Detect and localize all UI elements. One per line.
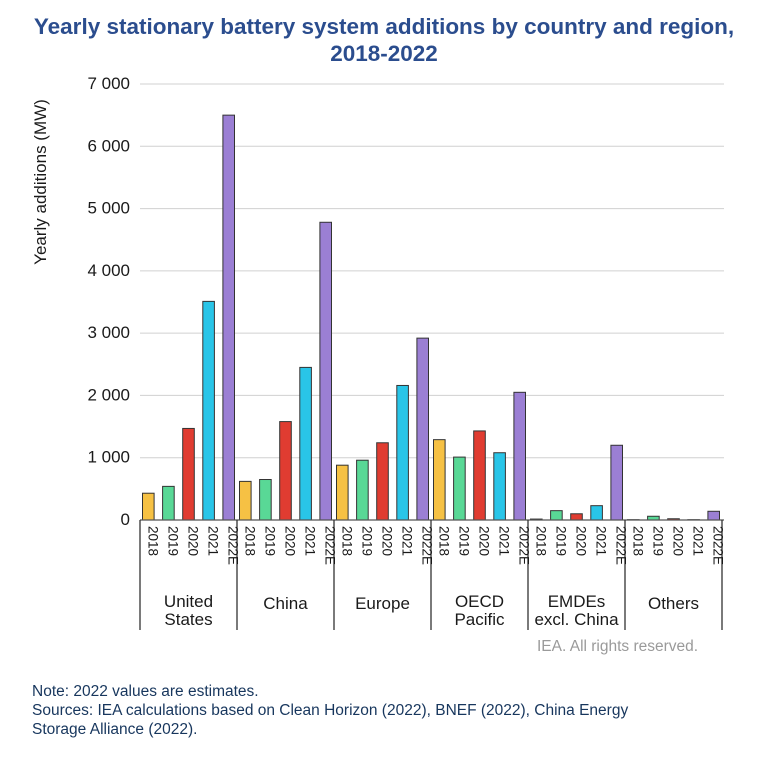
svg-text:2020: 2020 xyxy=(574,526,589,556)
svg-text:2020: 2020 xyxy=(186,526,201,556)
svg-text:2021: 2021 xyxy=(206,526,221,556)
svg-text:2020: 2020 xyxy=(283,526,298,556)
svg-text:5 000: 5 000 xyxy=(87,199,130,218)
svg-text:2018: 2018 xyxy=(339,526,354,556)
svg-text:2022E: 2022E xyxy=(614,526,629,565)
svg-text:OECD: OECD xyxy=(455,592,504,611)
svg-text:7 000: 7 000 xyxy=(87,74,130,93)
svg-text:2022E: 2022E xyxy=(711,526,726,565)
svg-text:2020: 2020 xyxy=(380,526,395,556)
svg-text:4 000: 4 000 xyxy=(87,261,130,280)
svg-text:States: States xyxy=(164,610,212,629)
svg-text:2019: 2019 xyxy=(553,526,568,556)
svg-text:2021: 2021 xyxy=(400,526,415,556)
svg-text:EMDEs: EMDEs xyxy=(548,592,606,611)
svg-text:2019: 2019 xyxy=(456,526,471,556)
svg-text:2019: 2019 xyxy=(165,526,180,556)
svg-text:2018: 2018 xyxy=(533,526,548,556)
svg-text:Europe: Europe xyxy=(355,594,410,613)
svg-text:2 000: 2 000 xyxy=(87,385,130,404)
svg-text:Others: Others xyxy=(648,594,699,613)
svg-text:excl. China: excl. China xyxy=(534,610,619,629)
svg-text:6 000: 6 000 xyxy=(87,136,130,155)
svg-text:2022E: 2022E xyxy=(420,526,435,565)
svg-text:3 000: 3 000 xyxy=(87,323,130,342)
svg-text:Pacific: Pacific xyxy=(454,610,505,629)
svg-text:2018: 2018 xyxy=(630,526,645,556)
svg-text:2022E: 2022E xyxy=(226,526,241,565)
svg-text:United: United xyxy=(164,592,213,611)
svg-text:China: China xyxy=(263,594,308,613)
svg-text:1 000: 1 000 xyxy=(87,448,130,467)
svg-text:2019: 2019 xyxy=(650,526,665,556)
svg-text:2021: 2021 xyxy=(497,526,512,556)
svg-text:2021: 2021 xyxy=(303,526,318,556)
svg-text:2018: 2018 xyxy=(145,526,160,556)
svg-text:2021: 2021 xyxy=(594,526,609,556)
svg-text:2022E: 2022E xyxy=(323,526,338,565)
svg-text:2019: 2019 xyxy=(262,526,277,556)
svg-text:2018: 2018 xyxy=(436,526,451,556)
svg-text:2019: 2019 xyxy=(359,526,374,556)
svg-text:2018: 2018 xyxy=(242,526,257,556)
svg-text:2020: 2020 xyxy=(671,526,686,556)
svg-text:2021: 2021 xyxy=(691,526,706,556)
svg-text:0: 0 xyxy=(121,510,130,529)
svg-text:2020: 2020 xyxy=(477,526,492,556)
svg-text:2022E: 2022E xyxy=(517,526,532,565)
